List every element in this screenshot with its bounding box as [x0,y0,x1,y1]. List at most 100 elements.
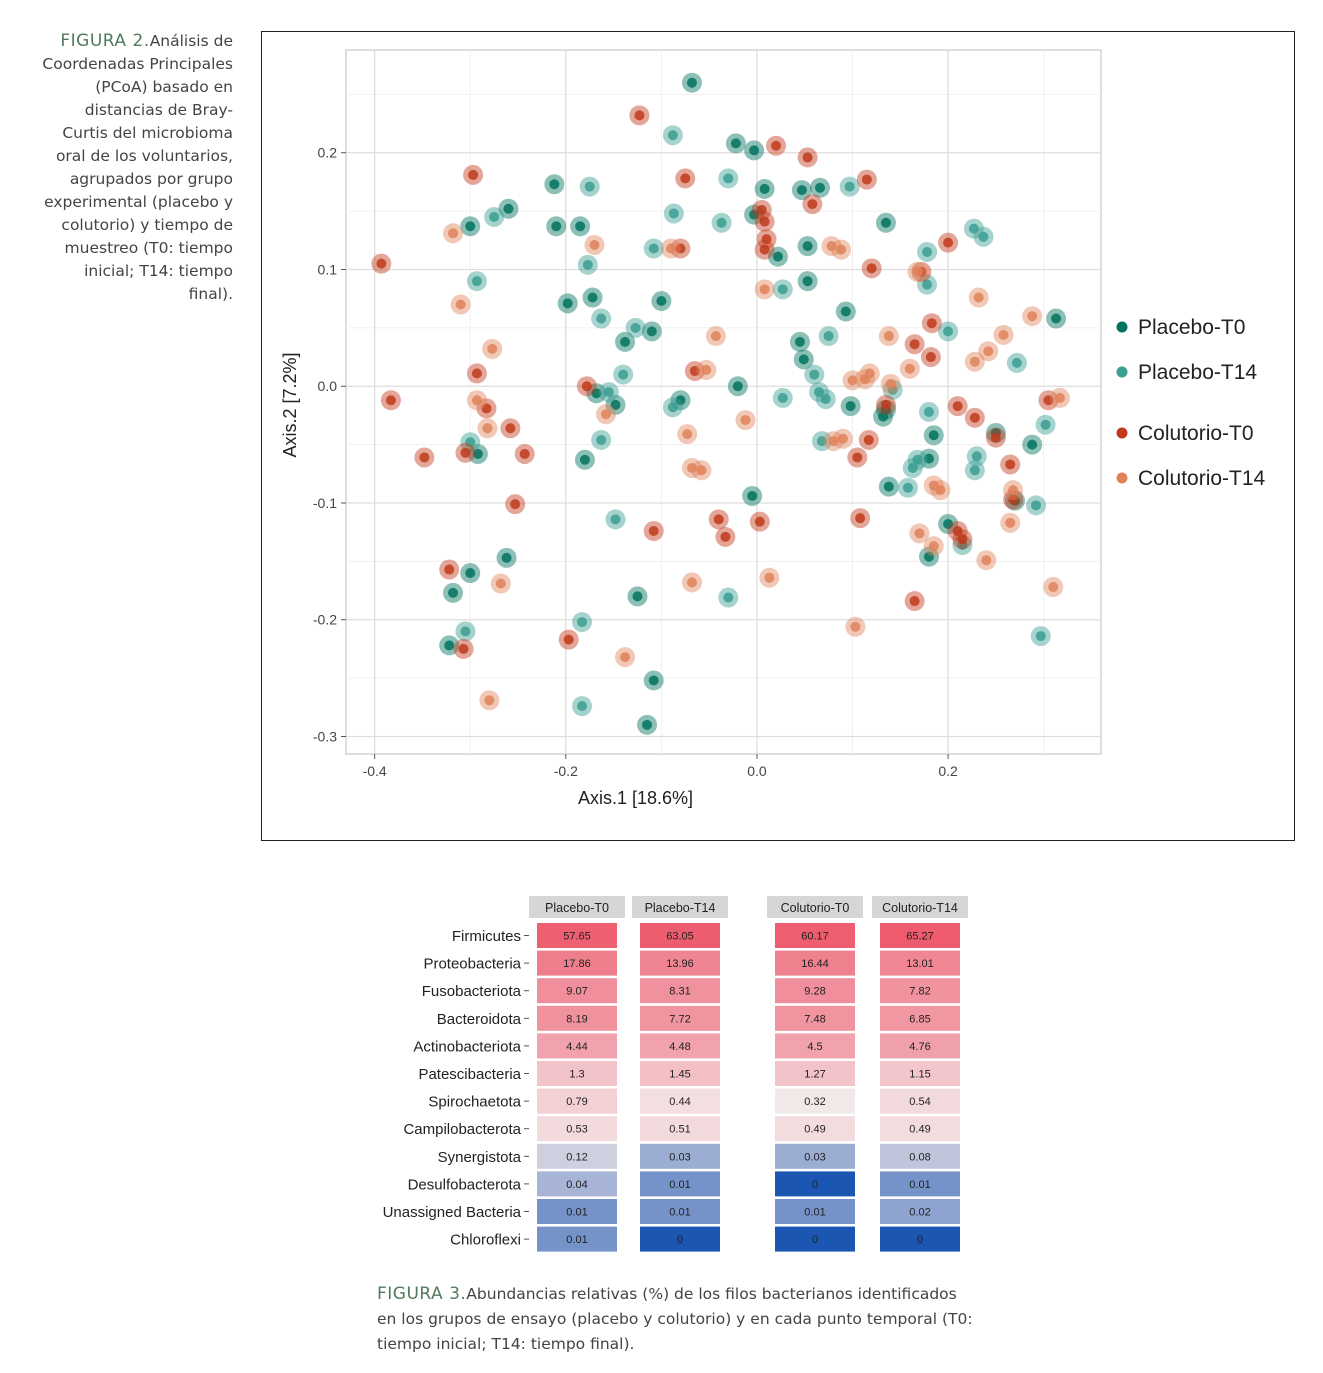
heatmap-cell-fill [537,1226,617,1252]
scatter-point [1006,352,1027,373]
point-core [1054,392,1065,403]
scatter-point [544,174,565,195]
point-core [968,223,979,234]
point-core [471,368,482,379]
point-core [562,298,573,309]
legend-label: Placebo-T0 [1138,316,1245,339]
heatmap-cell: 60.17 [775,923,855,948]
scatter-point [460,563,481,584]
point-core [764,572,775,583]
heatmap-cell-fill [775,1116,855,1142]
scatter-point [572,612,593,633]
point-core [1051,313,1062,324]
point-core [914,528,925,539]
scatter-point [439,635,460,656]
scatter-point [920,347,941,368]
point-core [772,251,783,262]
scatter-point [766,135,787,156]
scatter-point [577,254,598,275]
scatter-point [964,407,985,428]
point-core [864,368,875,379]
point-core [448,228,459,239]
point-core [448,587,459,598]
point-core [928,541,939,552]
point-core [723,173,734,184]
point-core [943,237,954,248]
heatmap-cell-label: 13.96 [666,958,694,970]
scatter-point [1030,626,1051,647]
row-label: Bacteroidota [437,1011,522,1028]
heatmap-cell: 0 [880,1226,960,1252]
point-core [823,331,834,342]
heatmap-cell-fill [775,978,855,1004]
scatter-point [466,390,487,411]
scatter-point [466,271,487,292]
scatter-point [917,241,938,262]
point-core [682,429,693,440]
column-header-label: Colutorio-T0 [781,901,850,915]
heatmap-cell-label: 0.08 [909,1151,930,1163]
legend: Placebo-T0 Placebo-T14 Colutorio-T0 Colutor… [1116,316,1266,490]
point-core [777,284,788,295]
heatmap-cell-label: 17.86 [563,958,591,970]
scatter-point [1049,387,1070,408]
point-core [880,399,891,410]
scatter-point [584,234,605,255]
scatter-point [466,363,487,384]
heatmap-row: Firmicutes 57.65 63.05 60.17 65.27 [452,923,960,948]
point-core [754,516,765,527]
heatmap-cell-label: 0.54 [909,1096,930,1108]
point-core [952,401,963,412]
column-header-strip [529,896,625,918]
point-core [675,243,686,254]
point-core [642,719,653,730]
scatter-point [1038,390,1059,411]
point-core [840,306,851,317]
point-core [756,204,767,215]
scatter-point [670,238,691,259]
point-core [802,241,813,252]
figure3-caption: FIGURA 3.Abundancias relativas (%) de lo… [377,1282,977,1357]
heatmap-cell: 1.45 [640,1061,720,1086]
point-core [845,401,856,412]
heatmap-cell-fill [537,923,617,948]
heatmap-row: Campilobacterota 0.53 0.51 0.49 0.49 [403,1116,960,1142]
scatter-point [677,424,698,445]
scatter-point [797,271,818,292]
heatmap-cell: 0.51 [640,1116,720,1142]
point-core [828,436,839,447]
scatter-point [662,397,683,418]
heatmap-cell-label: 60.17 [801,931,829,943]
point-core [484,695,495,706]
point-core [850,621,861,632]
point-core [1005,459,1016,470]
scatter-point [455,621,476,642]
figure2-caption: FIGURA 2.Análisis de Coordenadas Princip… [40,30,233,306]
scatter-point [1022,306,1043,327]
scatter-point [613,364,634,385]
y-tick-label: 0.0 [318,378,338,394]
point-core [926,318,937,329]
heatmap-cell: 13.01 [880,950,960,976]
point-core [385,395,396,406]
column-header-label: Placebo-T14 [645,901,716,915]
point-core [591,388,602,399]
point-core [759,216,770,227]
point-core [1008,485,1019,496]
scatter-point [966,446,987,467]
heatmap-cell-label: 63.05 [666,931,694,943]
heatmap-cell: 13.96 [640,950,720,976]
point-core [575,221,586,232]
scatter-point [859,363,880,384]
heatmap-cell: 4.5 [775,1033,855,1059]
scatter-point [505,494,526,515]
scatter-point [1003,480,1024,501]
point-core [759,183,770,194]
figure2-caption-text: Análisis de Coordenadas Principales (PCo… [42,32,233,303]
point-core [481,403,492,414]
scatter-point [681,572,702,593]
scatter-point [651,291,672,312]
scatter-point [1026,495,1047,516]
heatmap-cell-label: 65.27 [906,931,934,943]
heatmap-cell: 0.01 [640,1199,720,1224]
